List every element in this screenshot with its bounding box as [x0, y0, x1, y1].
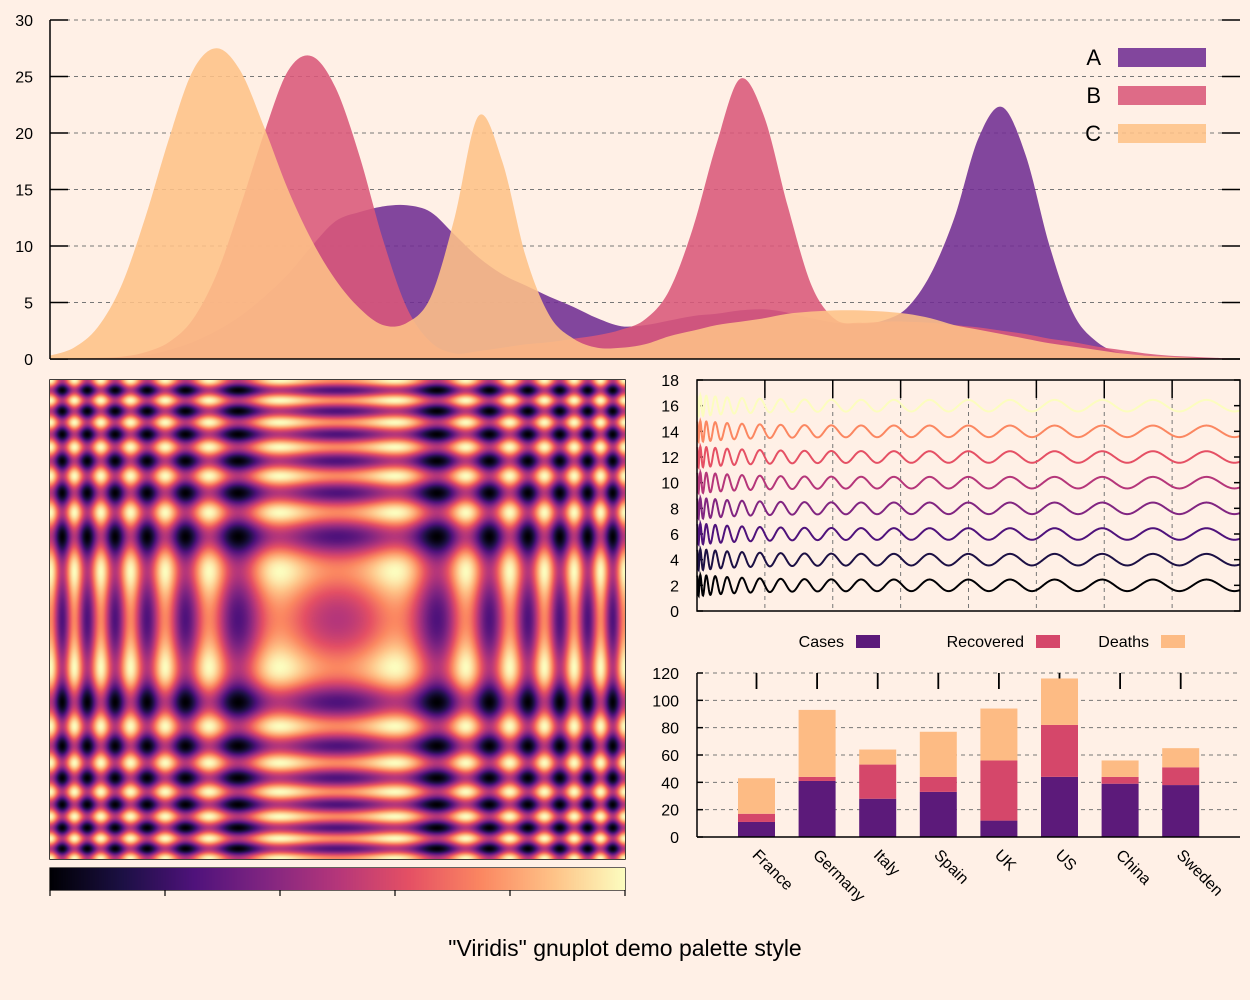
bar-category-label: Sweden	[1173, 847, 1226, 900]
osc-line-2	[696, 571, 1241, 599]
osc-ytick-label: 2	[670, 578, 679, 595]
bar-recovered-sweden	[1162, 767, 1200, 786]
bar-cases-uk	[980, 820, 1018, 837]
bar-legend-label-deaths: Deaths	[1098, 634, 1149, 651]
density-ytick-label: 15	[15, 183, 33, 200]
bar-ytick-label: 0	[670, 830, 679, 847]
density-legend-swatch-a	[1118, 48, 1206, 67]
density-area-c	[50, 48, 1240, 360]
bar-ytick-label: 40	[661, 775, 679, 792]
osc-ytick-label: 10	[661, 476, 679, 493]
bar-deaths-sweden	[1162, 748, 1200, 768]
bar-cases-us	[1041, 776, 1078, 837]
bar-cases-sweden	[1162, 785, 1200, 837]
osc-line-16	[696, 391, 1241, 419]
bar-deaths-china	[1101, 760, 1139, 777]
bar-category-label: Germany	[809, 847, 868, 906]
bar-cases-germany	[798, 780, 836, 837]
bar-ytick-label: 20	[661, 803, 679, 820]
bar-deaths-spain	[919, 731, 957, 777]
bar-legend-swatch-cases	[856, 635, 880, 648]
bar-deaths-germany	[798, 709, 836, 777]
density-legend-label-b: B	[1086, 83, 1101, 108]
bar-recovered-france	[738, 813, 775, 822]
bar-category-label: China	[1112, 847, 1154, 889]
osc-line-4	[696, 545, 1241, 573]
osc-line-12	[696, 442, 1241, 471]
bar-legend-swatch-deaths	[1161, 635, 1185, 648]
bar-ytick-label: 100	[652, 693, 679, 710]
bar-cases-france	[738, 821, 775, 837]
heatmap-image	[50, 380, 625, 859]
density-ytick-label: 20	[15, 126, 33, 143]
osc-line-6	[696, 519, 1241, 548]
bar-deaths-italy	[859, 749, 897, 765]
bar-legend-swatch-recovered	[1036, 635, 1060, 648]
bar-cases-china	[1101, 783, 1139, 837]
osc-ytick-label: 8	[670, 501, 679, 518]
osc-line-14	[696, 417, 1241, 445]
bar-recovered-us	[1041, 724, 1078, 777]
density-legend-swatch-c	[1118, 124, 1206, 143]
bar-ytick-label: 80	[661, 721, 679, 738]
osc-ytick-label: 12	[661, 450, 679, 467]
figure-title: "Viridis" gnuplot demo palette style	[448, 935, 802, 961]
bar-legend-label-cases: Cases	[799, 634, 844, 651]
density-legend-swatch-b	[1118, 86, 1206, 105]
density-ytick-label: 25	[15, 70, 33, 87]
bar-recovered-spain	[919, 776, 957, 792]
bar-legend-label-recovered: Recovered	[947, 634, 1024, 651]
bar-category-label: Spain	[930, 847, 971, 888]
osc-ytick-label: 14	[661, 424, 679, 441]
density-area-b	[50, 55, 1240, 360]
bar-recovered-uk	[980, 760, 1018, 821]
bar-deaths-france	[738, 778, 775, 814]
bar-category-label: Italy	[870, 847, 903, 880]
bar-category-label: UK	[991, 847, 1019, 875]
osc-frame	[696, 379, 1241, 612]
osc-ytick-label: 16	[661, 399, 679, 416]
bar-deaths-uk	[980, 708, 1018, 761]
bar-category-label: US	[1052, 847, 1080, 875]
osc-line-10	[696, 468, 1241, 496]
bar-ytick-label: 60	[661, 748, 679, 765]
bar-cases-italy	[859, 798, 897, 837]
density-ytick-label: 5	[24, 296, 33, 313]
bar-recovered-china	[1101, 776, 1139, 784]
osc-line-8	[696, 494, 1241, 522]
density-ytick-label: 0	[24, 352, 33, 369]
bar-deaths-us	[1041, 678, 1078, 725]
osc-ytick-label: 0	[670, 604, 679, 621]
bar-recovered-italy	[859, 764, 897, 799]
density-ytick-label: 10	[15, 239, 33, 256]
osc-ytick-label: 4	[670, 553, 679, 570]
density-ytick-label: 30	[15, 13, 33, 30]
bar-ytick-label: 120	[652, 666, 679, 683]
bar-recovered-germany	[798, 776, 836, 781]
osc-ytick-label: 6	[670, 527, 679, 544]
bar-category-label: France	[749, 847, 796, 894]
colorbar	[50, 868, 625, 890]
density-legend-label-a: A	[1086, 45, 1101, 70]
osc-ytick-label: 18	[661, 373, 679, 390]
bar-cases-spain	[919, 791, 957, 837]
density-legend-label-c: C	[1085, 121, 1101, 146]
